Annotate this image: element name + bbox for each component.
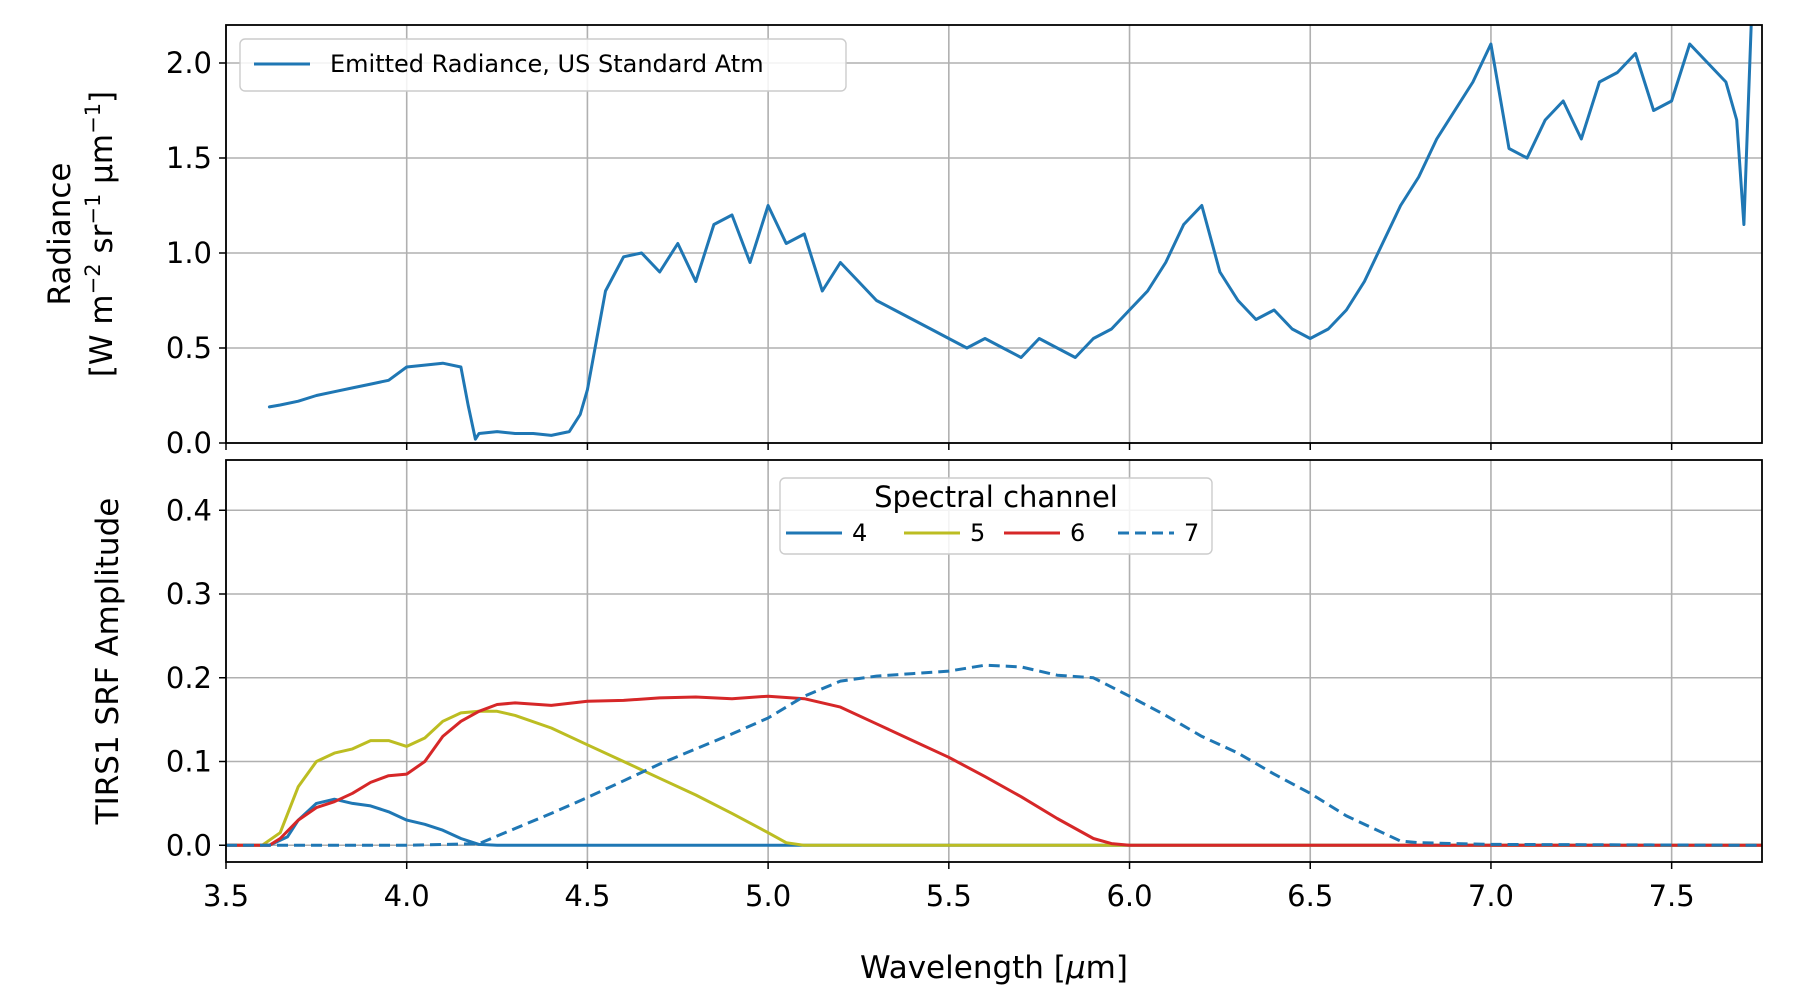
x-label-suffix: m] [1086,950,1128,986]
legend-label-7: 7 [1184,519,1199,547]
legend-label-6: 6 [1070,519,1085,547]
x-tick-label: 4.0 [384,879,430,913]
series-line-7 [226,663,1762,847]
series-group [226,663,1762,847]
x-tick-label: 7.0 [1468,879,1514,913]
x-tick-label: 4.5 [564,879,610,913]
y-tick-label: 0.3 [166,577,212,611]
x-tick-label: 6.0 [1106,879,1152,913]
y-tick-label: 0.4 [166,493,212,527]
x-tick-label: 5.5 [926,879,972,913]
y-tick-label: 1.5 [166,141,212,175]
top-y-label-line1: Radiance [42,163,78,306]
x-tick-label: 6.5 [1287,879,1333,913]
top-y-label-part: ] [84,91,120,103]
x-tick-label: 3.5 [203,879,249,913]
plot-frame [225,459,1763,863]
legend-box [239,38,847,92]
legend: Emitted Radiance, US Standard Atm [239,38,847,92]
legend-label: Emitted Radiance, US Standard Atm [330,50,764,78]
y-tick-label: 0.0 [166,426,212,460]
legend-title: Spectral channel [874,480,1118,514]
x-axis-label: Wavelength [μm] [860,950,1128,986]
plot-frame [225,24,1763,444]
top-y-axis-label: Radiance[W m−2 sr−1 μm−1] [42,91,120,377]
bottom-y-label: TIRS1 SRF Amplitude [90,498,126,826]
y-tick-label: 0.5 [166,331,212,365]
top-y-label-line2: [W m−2 sr−1 μm−1] [81,91,120,377]
top-y-label-part: −1 [81,103,105,134]
y-tick-label: 0.2 [166,661,212,695]
top-y-label-part: sr [84,224,120,263]
top-y-label-part: −2 [81,263,105,294]
x-label-mu: μ [1065,950,1086,986]
y-tick-label: 1.0 [166,236,212,270]
x-tick-label: 7.5 [1649,879,1695,913]
y-tick-label: 2.0 [166,46,212,80]
bottom-panel: 0.0 0.1 0.2 0.3 0.4 3.5 4.0 4.5 5.0 5.5 6.0 6.5 7.0 7… [166,459,1763,913]
plot-area [226,25,1762,443]
series-line-6 [226,694,1762,847]
y-tick-label: 0.0 [166,828,212,862]
series-group [267,25,1753,441]
legend-box [779,477,1213,555]
bottom-y-axis-label: TIRS1 SRF Amplitude [90,498,126,826]
legend-label-5: 5 [970,519,985,547]
x-label-prefix: Wavelength [ [860,950,1066,986]
top-y-label-part: −1 [81,194,105,225]
series-line-5 [226,709,1762,847]
legend-label-4: 4 [852,519,867,547]
y-tick-label: 0.1 [166,745,212,779]
series-line-emitted-radiance-us-standard-atm [267,25,1753,441]
top-panel: 0.0 0.5 1.0 1.5 2.0 Emitted Radiance, US Stan… [166,24,1763,460]
top-y-label-prefix: [W m [84,294,120,377]
x-tick-label: 5.0 [745,879,791,913]
top-y-label-part: μm [84,134,120,194]
